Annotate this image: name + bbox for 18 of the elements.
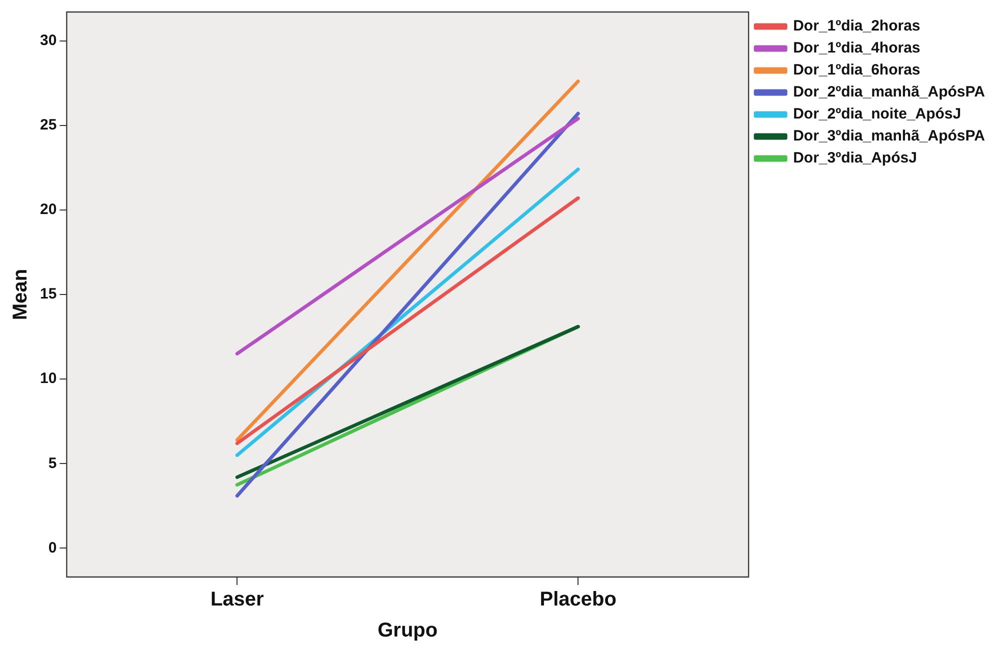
- y-tick-label: 25: [40, 116, 57, 134]
- y-tick-label: 0: [48, 539, 57, 556]
- x-axis-title: Grupo: [378, 620, 438, 642]
- x-tick-label: Placebo: [540, 588, 616, 611]
- y-tick-label: 30: [40, 32, 57, 49]
- y-tick-label: 15: [40, 286, 57, 303]
- y-tick-label: 5: [48, 454, 57, 472]
- legend-label: Dor_3ºdia_ApósJ: [793, 150, 917, 167]
- legend-label: Dor_1ºdia_4horas: [793, 40, 920, 57]
- legend-label: Dor_1ºdia_2horas: [793, 18, 920, 35]
- legend-label: Dor_1ºdia_6horas: [793, 62, 920, 79]
- y-axis-title: Mean: [10, 268, 32, 320]
- legend-label: Dor_2ºdia_manhã_ApósPA: [793, 84, 986, 101]
- legend-label: Dor_2ºdia_noite_ApósJ: [793, 106, 962, 123]
- legend-label: Dor_3ºdia_manhã_ApósPA: [793, 128, 986, 145]
- y-tick-label: 20: [40, 201, 57, 218]
- x-tick-label: Laser: [210, 588, 264, 611]
- y-tick-label: 10: [40, 370, 57, 388]
